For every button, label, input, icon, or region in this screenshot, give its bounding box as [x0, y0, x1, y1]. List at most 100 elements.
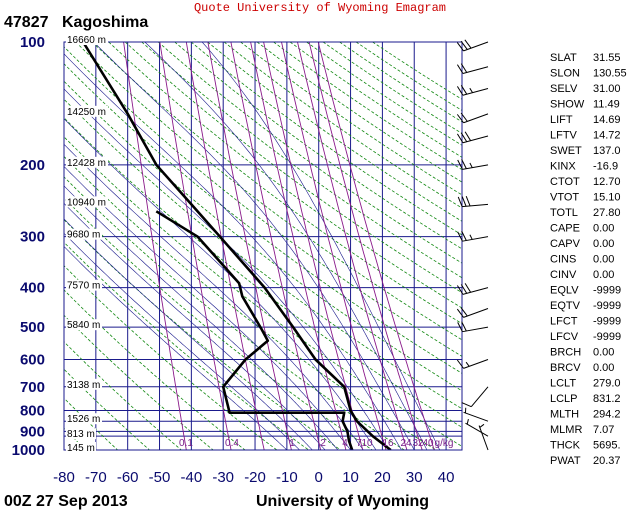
- dry-adiabat-line: [157, 42, 462, 264]
- index-name: LFCV: [550, 331, 579, 343]
- wind-barb-flag: [460, 307, 468, 317]
- wind-barb-flag: [457, 231, 463, 242]
- index-name: KINX: [550, 161, 576, 173]
- wind-barb-staff: [465, 422, 489, 437]
- temperature-tick-label: 20: [374, 469, 391, 486]
- wind-barb-flag: [457, 196, 463, 207]
- index-value: -9999: [593, 285, 621, 297]
- index-value: -9999: [593, 316, 621, 328]
- moist-adiabat-line: [64, 118, 377, 450]
- moist-adiabat-line: [64, 53, 402, 450]
- index-value: 7.07: [593, 424, 614, 436]
- wind-barb-flag: [456, 308, 464, 318]
- wind-barb-flag: [464, 131, 472, 141]
- mixing-ratio-label: 4: [342, 438, 348, 449]
- dry-adiabat-line: [64, 197, 373, 450]
- mixing-ratio-label: 32: [412, 438, 424, 449]
- moist-adiabat-line: [64, 246, 288, 450]
- wind-barb-staff: [462, 135, 489, 144]
- mixing-ratio-line: [123, 42, 187, 450]
- wind-barb-flag: [460, 40, 468, 50]
- index-name: LFCT: [550, 316, 578, 328]
- dry-adiabat-line: [64, 341, 182, 450]
- wind-barb-staff: [463, 308, 489, 318]
- index-name: SLAT: [550, 52, 577, 64]
- wind-barb: [457, 196, 489, 208]
- wind-barb: [456, 283, 489, 295]
- moist-adiabat-line: [201, 42, 440, 450]
- height-label: 7570 m: [67, 281, 100, 292]
- index-value: 0.00: [593, 223, 614, 235]
- moist-adiabat-line: [144, 42, 428, 450]
- height-label: 3138 m: [67, 380, 100, 391]
- mixing-ratio-line: [317, 42, 435, 450]
- pressure-tick-label: 100: [20, 34, 45, 51]
- wind-barb-flag: [464, 283, 472, 293]
- temperature-tick-label: -30: [212, 469, 234, 486]
- wind-barb-flag: [460, 85, 468, 95]
- index-name: BRCV: [550, 362, 581, 374]
- wind-barb-flag: [456, 285, 464, 295]
- mixing-ratio-label: 24: [400, 438, 412, 449]
- wind-barb-flag: [456, 114, 464, 124]
- wind-barb-flag: [460, 63, 468, 73]
- height-label-bg: [66, 442, 96, 453]
- dry-adiabat-line: [91, 42, 462, 325]
- wind-barb-flag: [460, 284, 468, 294]
- wind-barb-staff: [463, 359, 489, 369]
- index-name: EQTV: [550, 300, 581, 312]
- sounding-traces: [81, 42, 392, 450]
- temperature-tick-label: 10: [342, 469, 359, 486]
- index-value: 15.10: [593, 192, 621, 204]
- wind-barb-staff: [463, 411, 489, 422]
- wind-barb-flag: [456, 133, 464, 144]
- moist-adiabat-line: [64, 232, 300, 450]
- footer-source: University of Wyoming: [256, 493, 429, 510]
- index-value: 5695.: [593, 440, 621, 452]
- wind-barb-staff: [463, 41, 489, 52]
- dry-adiabat-line: [190, 42, 462, 236]
- moist-adiabat-line: [64, 166, 351, 450]
- dry-adiabat-line: [306, 42, 462, 146]
- wind-barb: [456, 85, 489, 96]
- index-value: -9999: [593, 300, 621, 312]
- wind-barb: [456, 112, 489, 124]
- index-value: 31.00: [593, 83, 621, 95]
- wind-barb: [456, 307, 489, 318]
- mixing-ratio-label: 0.1: [179, 438, 193, 449]
- mixing-ratio-label: 40: [422, 438, 434, 449]
- wind-barb-staff: [478, 425, 489, 451]
- index-name: CINV: [550, 269, 577, 281]
- index-name: THCK: [550, 440, 581, 452]
- mixing-ratio-line: [263, 42, 364, 450]
- mixing-ratio-line: [308, 42, 423, 450]
- pressure-tick-label: 600: [20, 351, 45, 368]
- dry-adiabat-line: [64, 289, 246, 450]
- index-value: 130.55: [593, 68, 627, 80]
- height-label-bg: [66, 413, 102, 425]
- mixing-ratio-label: 1: [289, 438, 295, 449]
- moist-adiabats: [64, 42, 440, 450]
- wind-barb: [463, 407, 489, 422]
- wind-barb: [461, 386, 489, 408]
- temperature-tick-label: 40: [438, 469, 455, 486]
- index-name: MLTH: [550, 409, 579, 421]
- wind-barb-flag: [461, 159, 467, 169]
- index-value: 14.72: [593, 130, 621, 142]
- station-id: 47827: [4, 14, 49, 31]
- mixing-ratio-label: 2: [320, 438, 326, 449]
- wind-barb-flag: [460, 132, 468, 142]
- index-value: 279.0: [593, 378, 621, 390]
- index-name: CAPV: [550, 238, 581, 250]
- temperature-tick-label: -20: [244, 469, 266, 486]
- wind-barb-staff: [470, 386, 489, 408]
- wind-barb: [456, 39, 489, 52]
- height-label-bg: [66, 196, 108, 208]
- index-value: 294.2: [593, 409, 621, 421]
- index-value: 11.49: [593, 99, 620, 111]
- temperature-tick-label: -60: [117, 469, 139, 486]
- wind-barb-flag: [456, 64, 464, 74]
- index-name: SELV: [550, 83, 578, 95]
- height-label-bg: [66, 319, 102, 331]
- dry-adiabat-line: [64, 314, 214, 450]
